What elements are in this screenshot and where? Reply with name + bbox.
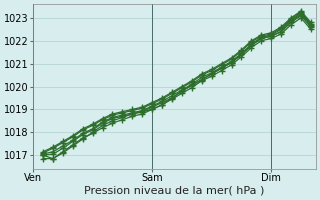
- X-axis label: Pression niveau de la mer( hPa ): Pression niveau de la mer( hPa ): [84, 186, 265, 196]
